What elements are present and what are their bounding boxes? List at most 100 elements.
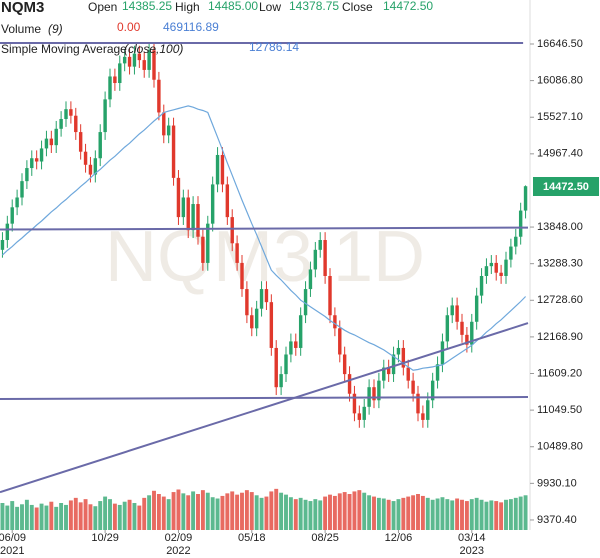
- candle-body: [181, 197, 186, 218]
- candle-body: [245, 289, 249, 316]
- volume-bar: [112, 503, 117, 530]
- volume-bar: [240, 492, 244, 530]
- candle-body: [30, 158, 34, 169]
- sma-value: 12786.14: [249, 40, 299, 54]
- candle-body: [64, 109, 68, 119]
- high-label: High: [175, 0, 200, 14]
- volume-bar: [352, 491, 357, 530]
- volume-bar: [337, 493, 342, 530]
- candle-body: [342, 354, 347, 375]
- candle-body: [362, 406, 366, 420]
- candle-body: [191, 204, 195, 231]
- candle-body: [235, 243, 239, 263]
- volume-bar: [49, 501, 54, 530]
- sma-label: Simple Moving Average: [1, 42, 127, 56]
- volume-bar: [264, 496, 269, 530]
- candle-body: [318, 240, 322, 250]
- volume-bar: [147, 495, 152, 530]
- volume-bar: [464, 501, 469, 530]
- volume-bar: [44, 505, 49, 530]
- volume-bar: [64, 504, 68, 530]
- candle-body: [54, 128, 58, 146]
- volume-bar: [313, 499, 318, 530]
- volume-bar: [381, 498, 386, 530]
- candle-body: [470, 321, 474, 345]
- volume-bar: [244, 490, 249, 530]
- candle-body: [20, 181, 24, 198]
- volume-bar: [425, 497, 430, 530]
- candle-body: [518, 210, 523, 237]
- candle-body: [430, 380, 435, 401]
- volume-bar: [5, 505, 10, 530]
- volume-bar: [171, 492, 176, 530]
- candle-body: [416, 393, 420, 414]
- volume-bar: [460, 499, 464, 530]
- x-tick-label: 05/18: [238, 532, 266, 544]
- volume-bar: [24, 499, 29, 530]
- candle-body: [118, 63, 122, 84]
- y-tick-label: 9370.40: [537, 514, 577, 526]
- candle-body: [176, 177, 181, 218]
- candle-body: [220, 154, 225, 185]
- volume-bar: [127, 499, 132, 530]
- y-tick-label: 14967.40: [537, 148, 583, 160]
- candle-body: [127, 56, 132, 67]
- candle-body: [445, 315, 450, 342]
- volume-bar: [210, 497, 215, 530]
- high-value: 14485.00: [208, 0, 258, 13]
- volume-bar: [29, 504, 34, 530]
- candle-body: [93, 158, 98, 175]
- open-value: 14385.25: [122, 0, 172, 13]
- volume-bar: [166, 499, 171, 530]
- x-tick-label: 03/14: [458, 532, 486, 544]
- candle-body: [347, 374, 352, 394]
- volume-bar: [254, 495, 259, 530]
- candle-body: [396, 347, 401, 355]
- volume-bar: [259, 497, 264, 530]
- volume-bar: [122, 501, 127, 530]
- candle-body: [254, 308, 259, 329]
- x-tick-year: 2023: [460, 545, 484, 557]
- candle-body: [386, 367, 391, 375]
- volume-bar: [523, 495, 528, 530]
- y-tick-label: 16646.50: [537, 38, 583, 50]
- candle-body: [474, 295, 479, 322]
- watermark: NQM3 1D: [105, 217, 425, 297]
- volume-bar: [176, 489, 181, 530]
- low-value: 14378.75: [289, 0, 339, 13]
- volume-bar: [513, 497, 518, 530]
- sma-line: [1, 105, 527, 371]
- candle-body: [83, 151, 88, 165]
- candle-body: [142, 60, 146, 70]
- candle-body: [196, 204, 200, 237]
- candle-body: [382, 367, 386, 381]
- candle-body: [289, 341, 293, 355]
- y-tick-label: 11049.50: [537, 404, 582, 416]
- candle-body: [523, 186, 528, 211]
- volume-bar: [152, 490, 156, 530]
- candle-body: [240, 262, 244, 290]
- volume-bar: [386, 499, 391, 530]
- candle-body: [499, 272, 503, 276]
- candle-body: [494, 262, 498, 273]
- candle-body: [74, 115, 78, 133]
- volume-bar: [293, 499, 298, 530]
- x-tick-year: 2021: [0, 545, 24, 557]
- volume-bar: [0, 503, 5, 530]
- y-tick-label: 12168.90: [537, 331, 583, 343]
- candle-body: [450, 305, 454, 316]
- candle-body: [250, 315, 254, 329]
- candle-body: [333, 315, 337, 329]
- candle-body: [166, 125, 171, 136]
- x-tick-label: 02/09: [165, 532, 193, 544]
- candle-body: [294, 341, 298, 348]
- candle-body: [152, 50, 156, 80]
- volume-bar: [205, 492, 210, 530]
- volume-bar: [78, 502, 83, 530]
- y-tick-label: 11609.20: [537, 367, 582, 379]
- volume-bar: [416, 494, 420, 530]
- low-label: Low: [259, 0, 281, 14]
- volume-period: (9): [48, 22, 63, 36]
- volume-bar: [288, 497, 293, 530]
- last-price: 14472.50: [543, 181, 589, 193]
